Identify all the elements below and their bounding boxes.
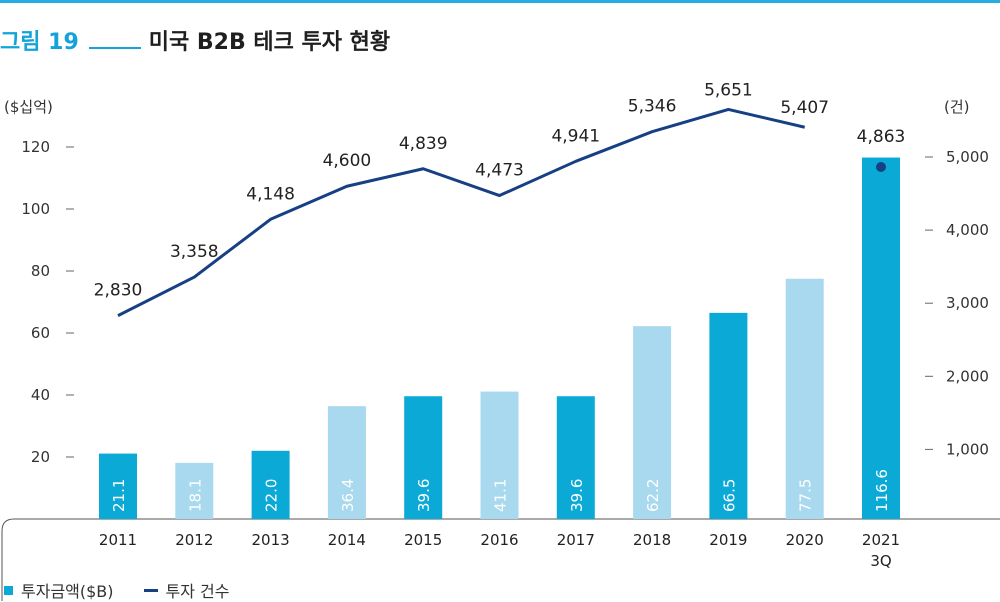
y-right-tick-label: 5,000 xyxy=(946,148,989,166)
legend-line-swatch xyxy=(143,588,158,592)
x-tick-label: 2011 xyxy=(99,531,137,549)
line-value-label: 4,863 xyxy=(857,127,906,147)
legend-bar-swatch xyxy=(4,585,13,595)
bar xyxy=(99,453,137,519)
bar xyxy=(785,278,824,519)
bar-value-label: 36.4 xyxy=(339,479,357,512)
line-value-label: 4,600 xyxy=(323,151,372,171)
line-value-label: 5,407 xyxy=(780,98,829,118)
x-tick-label: 2016 xyxy=(480,531,518,549)
line-value-label: 4,148 xyxy=(246,184,295,204)
bar-value-label: 18.1 xyxy=(186,479,204,512)
line-value-label: 3,358 xyxy=(170,242,219,262)
figure-title: 그림 19 미국 B2B 테크 투자 현황 xyxy=(0,20,390,60)
y-left-unit: ($십억) xyxy=(4,98,53,116)
top-accent-rule xyxy=(0,0,1000,3)
figure-number: 그림 19 xyxy=(0,30,79,55)
line-value-label: 2,830 xyxy=(94,281,143,301)
y-left-tick-label: 40 xyxy=(31,386,50,404)
y-left-tick-label: 80 xyxy=(31,262,50,280)
bar xyxy=(251,450,290,519)
title-separator xyxy=(88,47,141,49)
bar xyxy=(175,462,214,519)
line-value-label: 5,651 xyxy=(704,80,753,100)
y-left-tick-label: 120 xyxy=(21,138,50,156)
bar-value-label: 21.1 xyxy=(110,479,128,512)
bar-value-label: 41.1 xyxy=(492,479,510,512)
legend: 투자금액($B) 투자 건수 xyxy=(4,578,230,602)
line-point-2021 xyxy=(876,162,886,173)
x-tick-label: 2019 xyxy=(709,531,747,549)
x-axis-baseline xyxy=(1,518,1000,601)
bar xyxy=(709,312,748,519)
x-tick-label: 2012 xyxy=(175,531,213,549)
x-tick-label: 2014 xyxy=(328,531,366,549)
bar xyxy=(633,326,672,519)
bar xyxy=(862,157,900,520)
y-left-tick-label: 100 xyxy=(21,200,50,218)
bar xyxy=(480,391,519,519)
x-tick-label: 2017 xyxy=(557,531,595,549)
line-value-label: 4,473 xyxy=(475,161,524,181)
bar xyxy=(327,406,366,519)
bar-value-label: 22.0 xyxy=(263,479,281,512)
x-tick-label: 2021 xyxy=(862,531,900,549)
line-series-count xyxy=(117,107,806,317)
bar-value-label: 39.6 xyxy=(415,479,433,512)
x-tick-label: 2018 xyxy=(633,531,671,549)
y-left-tick-label: 20 xyxy=(31,448,50,466)
y-right-unit: (건) xyxy=(944,98,970,116)
y-right-tick-label: 1,000 xyxy=(946,440,989,458)
x-tick-label: 2015 xyxy=(404,531,442,549)
bar xyxy=(404,396,443,519)
bar-value-label: 116.6 xyxy=(873,469,891,512)
line-value-label: 5,346 xyxy=(628,97,677,117)
legend-bar-label: 투자금액($B) xyxy=(21,582,114,601)
x-tick-label: 3Q xyxy=(870,552,891,570)
line-value-label: 4,941 xyxy=(551,126,600,146)
x-tick-label: 2020 xyxy=(786,531,824,549)
y-right-tick-label: 4,000 xyxy=(946,221,989,239)
bar-value-label: 62.2 xyxy=(644,479,662,512)
x-tick-label: 2013 xyxy=(252,531,290,549)
figure-title-text: 미국 B2B 테크 투자 현황 xyxy=(148,30,391,55)
bar xyxy=(556,396,595,519)
bar-value-label: 39.6 xyxy=(568,479,586,512)
bar-value-label: 77.5 xyxy=(797,479,815,512)
legend-line-label: 투자 건수 xyxy=(165,582,230,601)
y-right-tick-label: 3,000 xyxy=(946,294,989,312)
bar-value-label: 66.5 xyxy=(720,479,738,512)
line-value-label: 4,839 xyxy=(399,134,448,154)
y-left-tick-label: 60 xyxy=(31,324,50,342)
y-right-tick-label: 2,000 xyxy=(946,367,989,385)
